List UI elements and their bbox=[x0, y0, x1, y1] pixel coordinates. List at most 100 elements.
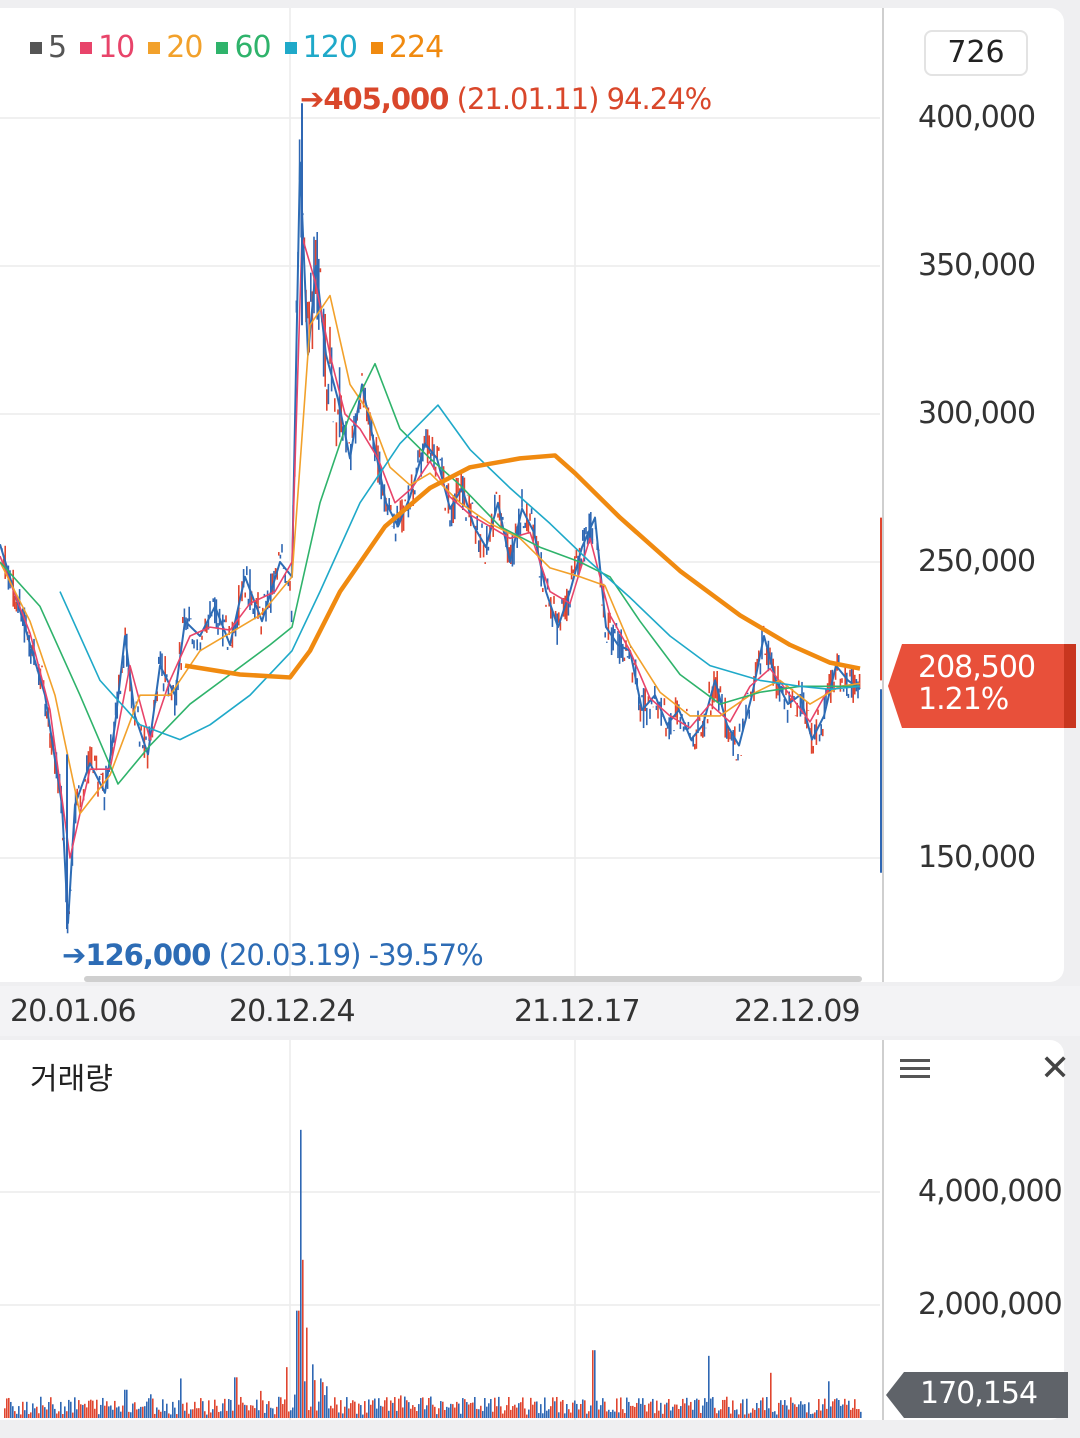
volume-bar bbox=[504, 1410, 506, 1418]
price-chart[interactable] bbox=[0, 8, 1064, 982]
volume-bar bbox=[102, 1397, 104, 1418]
volume-bar bbox=[274, 1414, 276, 1418]
volume-bar bbox=[564, 1413, 566, 1418]
volume-bar bbox=[466, 1402, 468, 1418]
volume-bar bbox=[408, 1402, 410, 1418]
volume-bar bbox=[680, 1406, 682, 1418]
volume-bar bbox=[366, 1412, 368, 1418]
volume-bar bbox=[652, 1398, 654, 1418]
legend-item-20[interactable]: 20 bbox=[148, 30, 203, 65]
volume-bar bbox=[318, 1401, 320, 1418]
volume-bar bbox=[428, 1398, 430, 1418]
volume-bar bbox=[626, 1397, 628, 1418]
volume-bar bbox=[312, 1364, 314, 1418]
volume-bar bbox=[134, 1402, 136, 1418]
legend-item-60[interactable]: 60 bbox=[216, 30, 272, 65]
volume-bar bbox=[356, 1413, 358, 1418]
low-price-annotation: ➔126,000 (20.03.19) -39.57% bbox=[62, 938, 484, 972]
volume-bar bbox=[278, 1396, 280, 1418]
volume-bar bbox=[694, 1400, 696, 1418]
volume-bar bbox=[316, 1410, 318, 1418]
ma-line-60 bbox=[0, 362, 860, 785]
volume-bar bbox=[838, 1400, 840, 1418]
volume-bar bbox=[192, 1409, 194, 1418]
volume-bar bbox=[56, 1413, 58, 1418]
volume-bar bbox=[824, 1398, 826, 1418]
volume-bar bbox=[610, 1412, 612, 1418]
volume-bar bbox=[698, 1399, 700, 1418]
volume-bar bbox=[66, 1411, 68, 1418]
volume-bar bbox=[488, 1403, 490, 1418]
volume-bar bbox=[36, 1406, 38, 1418]
volume-bar bbox=[248, 1410, 250, 1418]
volume-bar bbox=[500, 1406, 502, 1418]
volume-bar bbox=[10, 1401, 12, 1418]
volume-bar bbox=[770, 1372, 772, 1418]
volume-bar bbox=[558, 1412, 560, 1418]
volume-bar bbox=[184, 1410, 186, 1418]
volume-bar bbox=[214, 1399, 216, 1418]
volume-bar bbox=[806, 1412, 808, 1418]
volume-bar bbox=[208, 1400, 210, 1418]
volume-panel[interactable]: 거래량 ✕ 4,000,000 2,000,000 bbox=[0, 1040, 1070, 1420]
legend-swatch bbox=[148, 41, 161, 54]
volume-bar bbox=[118, 1406, 120, 1418]
volume-bar bbox=[124, 1389, 126, 1418]
volume-bar bbox=[588, 1411, 590, 1418]
volume-bar bbox=[180, 1378, 182, 1418]
volume-bar bbox=[82, 1404, 84, 1418]
volume-bar bbox=[654, 1413, 656, 1418]
volume-bar bbox=[346, 1397, 348, 1418]
volume-bar bbox=[128, 1411, 130, 1418]
price-tag-shape bbox=[888, 644, 1076, 728]
volume-bar bbox=[258, 1410, 260, 1418]
volume-bar bbox=[758, 1408, 760, 1418]
volume-bar bbox=[250, 1405, 252, 1418]
legend-item-10[interactable]: 10 bbox=[80, 30, 135, 65]
volume-bar bbox=[388, 1410, 390, 1418]
volume-bar bbox=[646, 1411, 648, 1418]
volume-bar bbox=[836, 1398, 838, 1418]
volume-bar bbox=[310, 1406, 312, 1418]
volume-bar bbox=[512, 1406, 514, 1418]
volume-bar bbox=[516, 1407, 518, 1418]
volume-bar bbox=[658, 1410, 660, 1418]
volume-bar bbox=[410, 1408, 412, 1418]
moving-average-legend: 5 10 20 60 120 224 bbox=[30, 30, 444, 65]
volume-bar bbox=[684, 1403, 686, 1418]
volume-bar bbox=[506, 1405, 508, 1418]
volume-bar bbox=[858, 1409, 860, 1418]
volume-bar bbox=[220, 1411, 222, 1418]
volume-bar bbox=[730, 1413, 732, 1418]
legend-item-120[interactable]: 120 bbox=[284, 30, 358, 65]
legend-item-224[interactable]: 224 bbox=[370, 30, 444, 65]
volume-bar bbox=[802, 1404, 804, 1418]
y-tick-label: 250,000 bbox=[918, 544, 1036, 579]
volume-bar bbox=[856, 1409, 858, 1418]
volume-bar bbox=[528, 1409, 530, 1418]
volume-bar bbox=[382, 1406, 384, 1418]
volume-bar bbox=[656, 1400, 658, 1418]
volume-bar bbox=[348, 1408, 350, 1418]
menu-icon[interactable] bbox=[900, 1054, 930, 1080]
volume-bar bbox=[614, 1411, 616, 1418]
close-icon[interactable]: ✕ bbox=[1040, 1048, 1071, 1089]
volume-bar bbox=[606, 1411, 608, 1418]
volume-bar bbox=[468, 1404, 470, 1418]
volume-bar bbox=[434, 1406, 436, 1418]
chart-scrollbar[interactable] bbox=[84, 976, 862, 982]
volume-bar bbox=[678, 1409, 680, 1418]
volume-bar bbox=[452, 1404, 454, 1418]
candle-count-box[interactable]: 726 bbox=[924, 30, 1028, 76]
volume-bar bbox=[784, 1400, 786, 1418]
volume-chart[interactable] bbox=[0, 1040, 1064, 1420]
volume-bar bbox=[498, 1396, 500, 1418]
date-axis[interactable]: 20.01.06 20.12.24 21.12.17 22.12.09 bbox=[0, 986, 1080, 1036]
price-chart-panel[interactable]: 5 10 20 60 120 224 726 ➔405,000 (21.01.11) 94… bbox=[0, 8, 1064, 982]
volume-bar bbox=[620, 1397, 622, 1418]
volume-bar bbox=[352, 1400, 354, 1418]
volume-bar bbox=[46, 1409, 48, 1418]
volume-bar bbox=[616, 1398, 618, 1418]
legend-item-5[interactable]: 5 bbox=[30, 30, 67, 65]
volume-bar bbox=[716, 1413, 718, 1418]
